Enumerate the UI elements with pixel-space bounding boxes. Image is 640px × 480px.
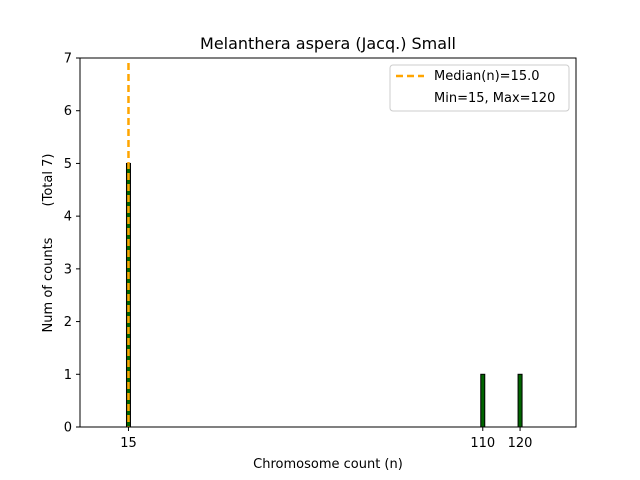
y-tick-label: 1 — [64, 368, 72, 383]
axes: 0 1 2 3 4 5 6 7 15 110 120 — [64, 52, 533, 452]
y-tick-label: 2 — [64, 315, 72, 330]
y-tick-label: 6 — [64, 104, 72, 119]
plot-frame — [79, 57, 577, 428]
y-tick-label: 4 — [64, 210, 72, 225]
bar-120 — [517, 373, 523, 428]
y-tick-label: 0 — [64, 421, 72, 436]
x-tick-label: 15 — [120, 436, 137, 451]
y-axis-label: Num of counts — [41, 237, 56, 332]
legend-minmax-label: Min=15, Max=120 — [434, 91, 555, 106]
x-tick-label: 120 — [508, 436, 533, 451]
legend-median-label: Median(n)=15.0 — [434, 69, 540, 84]
legend: Median(n)=15.0 Min=15, Max=120 — [389, 64, 570, 112]
y-tick-label: 3 — [64, 262, 72, 277]
legend-box — [389, 64, 570, 112]
y-tick-label: 5 — [64, 157, 72, 172]
x-tick-label: 110 — [470, 436, 495, 451]
y-axis-total-note: (Total 7) — [41, 154, 56, 207]
bar-110 — [480, 373, 486, 428]
plot-area — [125, 63, 523, 428]
x-axis-label: Chromosome count (n) — [253, 457, 403, 472]
chart-title: Melanthera aspera (Jacq.) Small — [200, 34, 456, 53]
y-tick-label: 7 — [64, 52, 72, 67]
